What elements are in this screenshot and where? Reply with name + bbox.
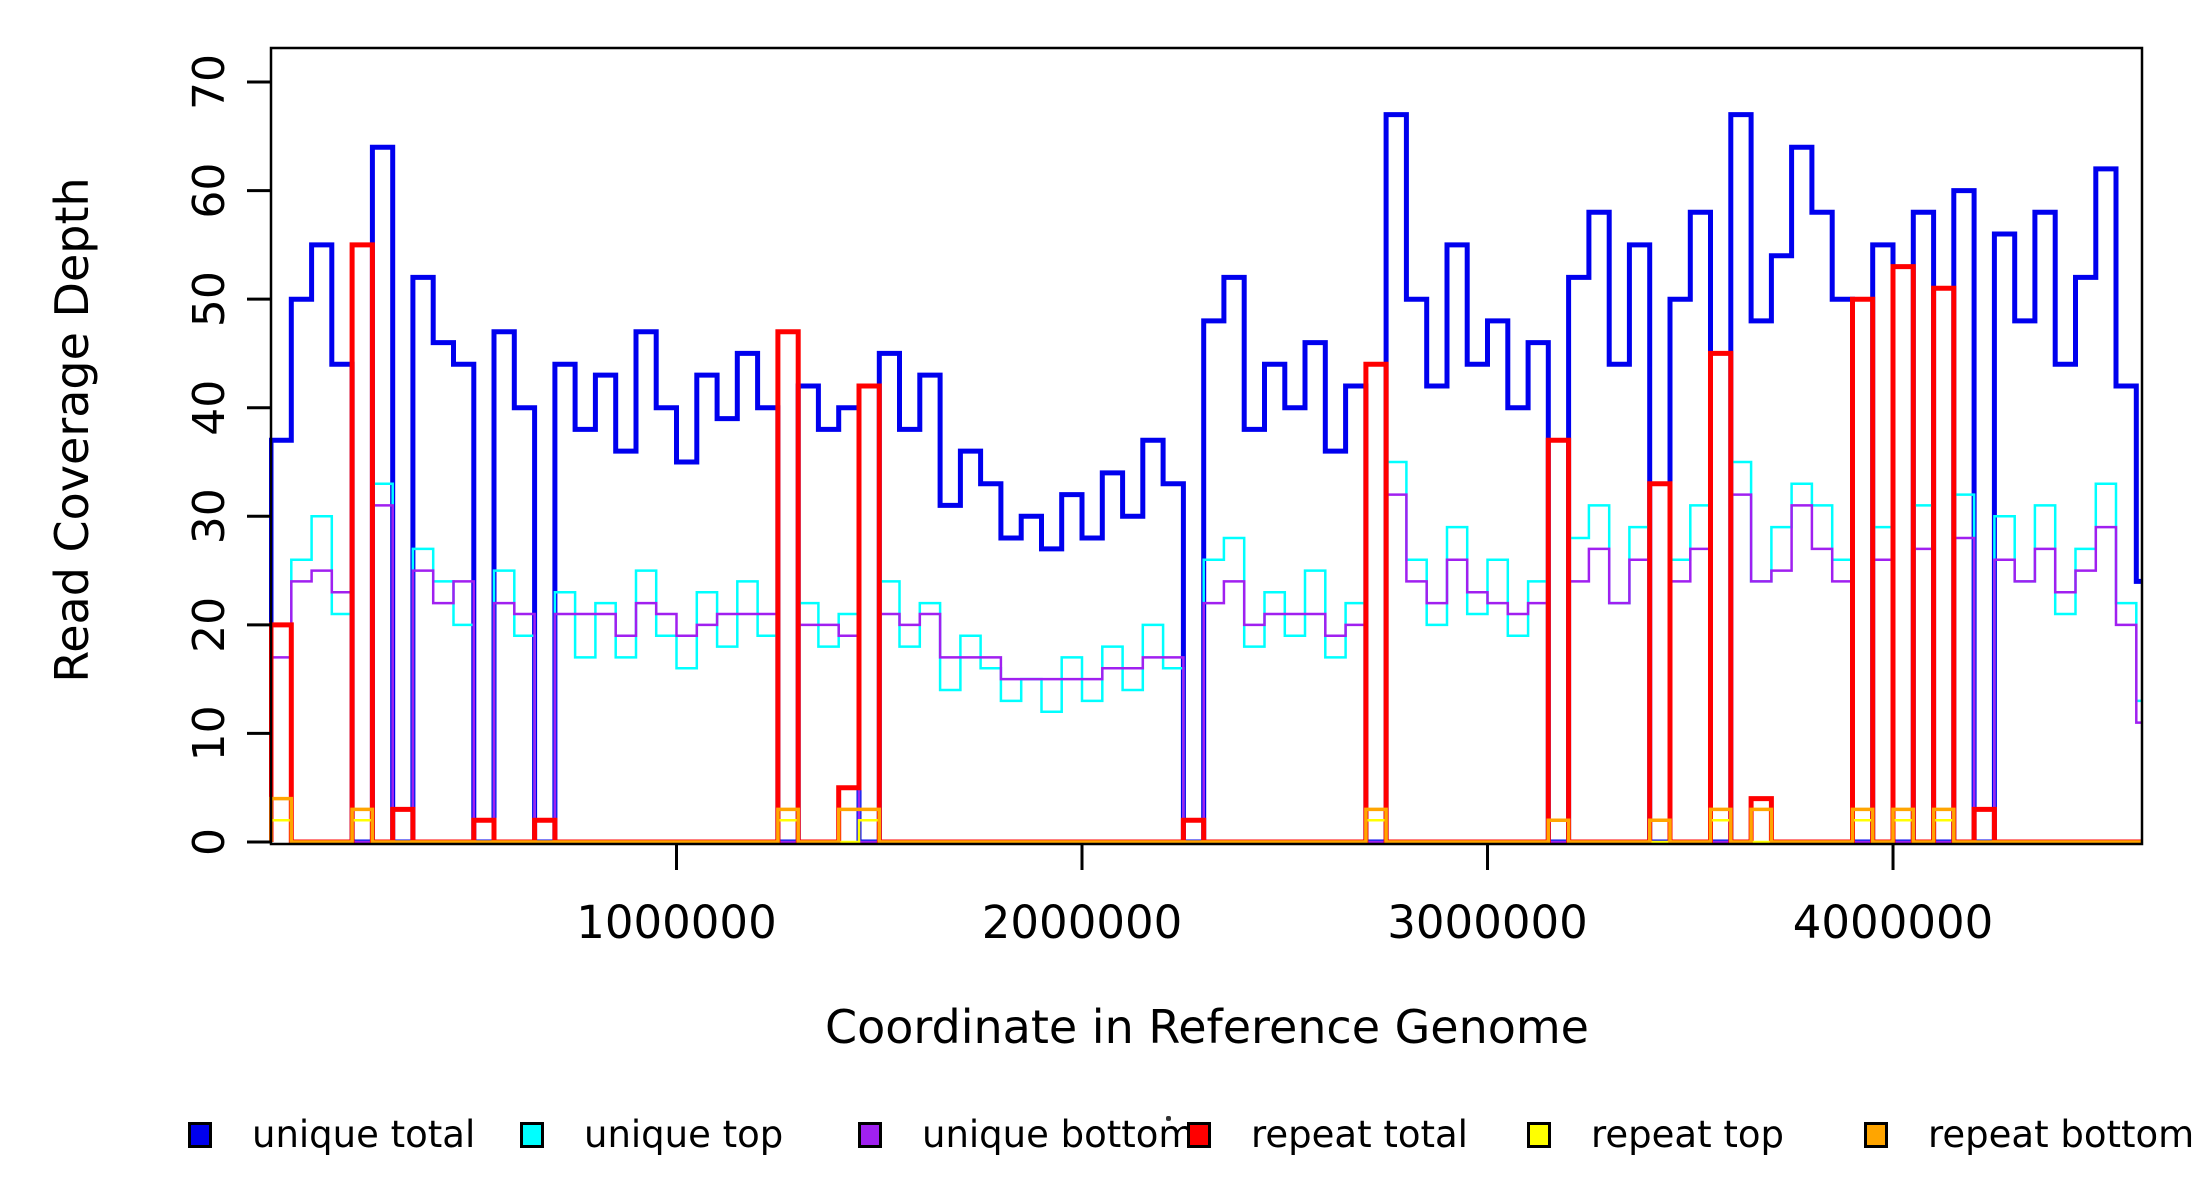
x-tick-label: 2000000	[982, 896, 1182, 949]
x-tick-label: 4000000	[1793, 896, 1993, 949]
legend-label: unique bottom	[922, 1113, 1195, 1156]
y-tick-label: 50	[184, 271, 235, 327]
y-tick-label: 40	[184, 380, 235, 436]
plot-box	[269, 46, 2144, 846]
y-tick-label: 60	[184, 163, 235, 219]
y-tick-label: 10	[184, 705, 235, 761]
legend-swatch-repeat-top	[1527, 1122, 1551, 1148]
legend-item-unique-total: unique total	[188, 1113, 476, 1156]
legend-item-repeat-total: repeat total	[1187, 1113, 1468, 1156]
x-axis-title: Coordinate in Reference Genome	[825, 1000, 1589, 1054]
y-tick-label: 70	[184, 54, 235, 110]
series-repeat-bottom-line	[269, 796, 2142, 844]
legend-swatch-unique-top	[520, 1122, 544, 1148]
x-tick-label: 1000000	[576, 896, 776, 949]
series-unique-total-line	[269, 112, 2142, 844]
legend-swatch-repeat-total	[1187, 1122, 1211, 1148]
y-axis-title: Read Coverage Depth	[45, 177, 99, 682]
legend-item-repeat-top: repeat top	[1527, 1113, 1784, 1156]
legend-item-unique-bottom: unique bottom	[858, 1113, 1195, 1156]
legend-label: repeat top	[1591, 1113, 1784, 1156]
legend-label: repeat bottom	[1928, 1113, 2195, 1156]
legend-swatch-unique-total	[188, 1122, 212, 1148]
y-tick-label: 20	[184, 597, 235, 653]
legend-label: unique top	[584, 1113, 784, 1156]
series-unique-top-line	[269, 460, 2142, 844]
stray-mark	[1166, 1116, 1171, 1121]
legend-item-unique-top: unique top	[520, 1113, 784, 1156]
series-unique-bottom-line	[269, 493, 2142, 844]
legend-label: unique total	[252, 1113, 476, 1156]
legend-swatch-unique-bottom	[858, 1122, 882, 1148]
chart-legend: unique total unique top unique bottom repea…	[0, 0, 2200, 1153]
y-tick-label: 30	[184, 488, 235, 544]
x-tick-label: 3000000	[1387, 896, 1587, 949]
series-repeat-total-line	[269, 242, 2142, 844]
legend-label: repeat total	[1251, 1113, 1468, 1156]
series-repeat-top-line	[269, 819, 2142, 844]
legend-swatch-repeat-bottom	[1864, 1122, 1888, 1148]
y-tick-label: 0	[184, 828, 235, 856]
legend-item-repeat-bottom: repeat bottom	[1864, 1113, 2195, 1156]
